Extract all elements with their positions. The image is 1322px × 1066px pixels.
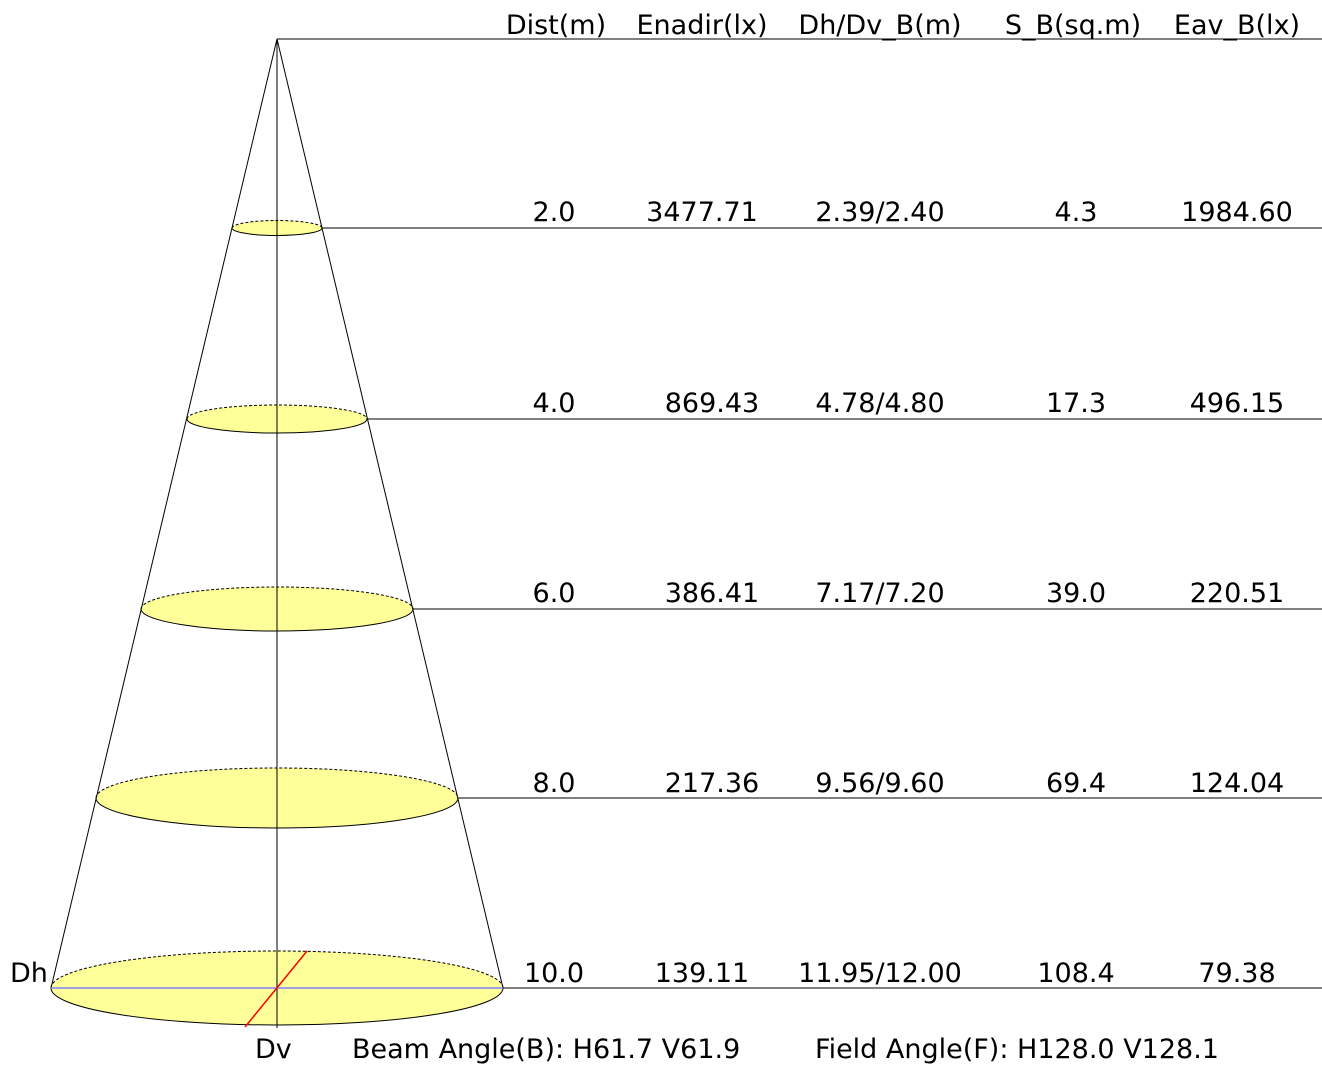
- cell-dh-dv: 9.56/9.60: [815, 768, 944, 799]
- table-row: 10.0 139.11 11.95/12.00 108.4 79.38: [524, 958, 1276, 989]
- cell-dist: 8.0: [533, 768, 576, 799]
- cell-enadir: 869.43: [665, 388, 759, 419]
- header-enadir: Enadir(lx): [636, 10, 767, 41]
- cell-area: 108.4: [1037, 958, 1114, 989]
- header-dh-dv: Dh/Dv_B(m): [798, 10, 961, 41]
- header-eav: Eav_B(lx): [1174, 10, 1300, 41]
- cell-dh-dv: 2.39/2.40: [815, 197, 944, 228]
- beam-angle-text: Beam Angle(B): H61.7 V61.9: [352, 1034, 740, 1065]
- dh-label: Dh: [10, 958, 48, 989]
- cell-eav: 79.38: [1198, 958, 1275, 989]
- cell-enadir: 217.36: [665, 768, 759, 799]
- cell-eav: 1984.60: [1181, 197, 1293, 228]
- table-header: Dist(m) Enadir(lx) Dh/Dv_B(m) S_B(sq.m) …: [506, 10, 1300, 41]
- table-row: 8.0 217.36 9.56/9.60 69.4 124.04: [533, 768, 1285, 799]
- table-rows: 2.0 3477.71 2.39/2.40 4.3 1984.60 4.0 86…: [524, 197, 1293, 989]
- cell-area: 39.0: [1046, 578, 1106, 609]
- cone-left-edge: [50, 38, 278, 989]
- cell-eav: 220.51: [1190, 578, 1284, 609]
- cell-dist: 2.0: [533, 197, 576, 228]
- cell-area: 17.3: [1046, 388, 1106, 419]
- cell-eav: 124.04: [1190, 768, 1284, 799]
- field-angle-text: Field Angle(F): H128.0 V128.1: [815, 1034, 1219, 1065]
- cell-dist: 4.0: [533, 388, 576, 419]
- cell-area: 69.4: [1046, 768, 1106, 799]
- header-area: S_B(sq.m): [1005, 10, 1141, 41]
- cell-area: 4.3: [1055, 197, 1098, 228]
- table-row: 4.0 869.43 4.78/4.80 17.3 496.15: [533, 388, 1285, 419]
- cell-enadir: 386.41: [665, 578, 759, 609]
- dv-label: Dv: [255, 1034, 292, 1065]
- cone-right-edge: [276, 38, 504, 989]
- cell-dist: 6.0: [533, 578, 576, 609]
- table-row: 6.0 386.41 7.17/7.20 39.0 220.51: [533, 578, 1285, 609]
- cell-dh-dv: 11.95/12.00: [798, 958, 962, 989]
- table-row: 2.0 3477.71 2.39/2.40 4.3 1984.60: [533, 197, 1293, 228]
- cell-eav: 496.15: [1190, 388, 1284, 419]
- cell-dist: 10.0: [524, 958, 584, 989]
- header-dist: Dist(m): [506, 10, 606, 41]
- cell-dh-dv: 4.78/4.80: [815, 388, 944, 419]
- row-lines: [322, 227, 1322, 989]
- cell-enadir: 3477.71: [646, 197, 758, 228]
- dv-line: [244, 950, 308, 1028]
- cell-dh-dv: 7.17/7.20: [815, 578, 944, 609]
- beam-ellipse-back-edge: [50, 950, 504, 989]
- cell-enadir: 139.11: [655, 958, 749, 989]
